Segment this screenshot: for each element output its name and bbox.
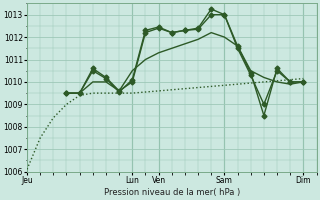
X-axis label: Pression niveau de la mer( hPa ): Pression niveau de la mer( hPa )	[104, 188, 240, 197]
